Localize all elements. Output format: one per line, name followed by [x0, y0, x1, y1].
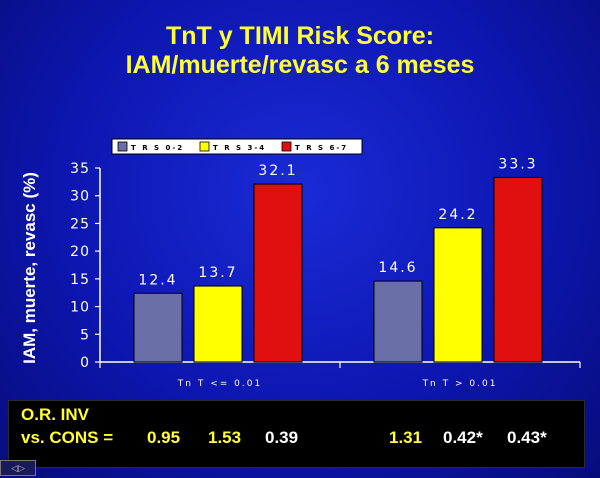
legend-box: [111, 138, 363, 155]
x-tick-label: Tn T <= 0.01: [177, 379, 262, 389]
y-tick-label: 0: [80, 355, 90, 371]
data-label: 32.1: [258, 163, 297, 179]
y-tick-label: 35: [70, 161, 90, 177]
comparison-label: vs. CONS =: [21, 428, 114, 447]
odds-ratio-value: 1.53: [208, 428, 242, 447]
odds-ratio-label: O.R. INV: [21, 405, 90, 424]
data-label: 24.2: [438, 207, 477, 223]
prev-slide-icon[interactable]: ◁▷: [0, 460, 36, 476]
y-tick-label: 15: [70, 272, 90, 288]
odds-ratio-panel: O.R. INV vs. CONS = 0.95 1.53 0.39 1.31 …: [8, 400, 585, 468]
bar-chart: 0 5 10 15 20 25 30 35 12.4 13.7 32.1 Tn T <= 0.01 14…: [70, 138, 543, 389]
legend-swatch: [281, 141, 292, 152]
odds-ratio-value: 0.95: [147, 428, 181, 447]
y-tick-label: 10: [70, 300, 90, 316]
odds-ratio-value: 0.43*: [507, 428, 547, 447]
bar: [193, 285, 243, 363]
data-label: 12.4: [138, 272, 177, 288]
bar: [373, 280, 423, 363]
data-label: 14.6: [378, 260, 417, 276]
y-tick-label: 25: [70, 216, 90, 232]
bar: [253, 183, 303, 363]
y-tick-label: 30: [70, 189, 90, 205]
legend-label: T R S 6-7: [295, 144, 348, 152]
chart-title-line2: IAM/muerte/revasc a 6 meses: [125, 51, 475, 79]
x-tick-label: Tn T > 0.01: [422, 379, 498, 389]
chart-title-line1: TnT y TIMI Risk Score:: [165, 22, 435, 50]
odds-ratio-value: 1.31: [389, 428, 423, 447]
legend-swatch: [199, 141, 210, 152]
bar: [433, 227, 483, 363]
legend-label: T R S 0-2: [131, 144, 184, 152]
y-tick-label: 5: [80, 327, 90, 343]
odds-ratio-value: 0.39: [265, 428, 299, 447]
legend-swatch: [117, 141, 128, 152]
odds-ratio-value: 0.42*: [443, 428, 483, 447]
bar: [133, 292, 183, 363]
data-label: 33.3: [498, 156, 537, 172]
bar: [493, 176, 543, 363]
data-label: 13.7: [198, 265, 237, 281]
legend-label: T R S 3-4: [213, 144, 266, 152]
y-tick-label: 20: [70, 244, 90, 260]
